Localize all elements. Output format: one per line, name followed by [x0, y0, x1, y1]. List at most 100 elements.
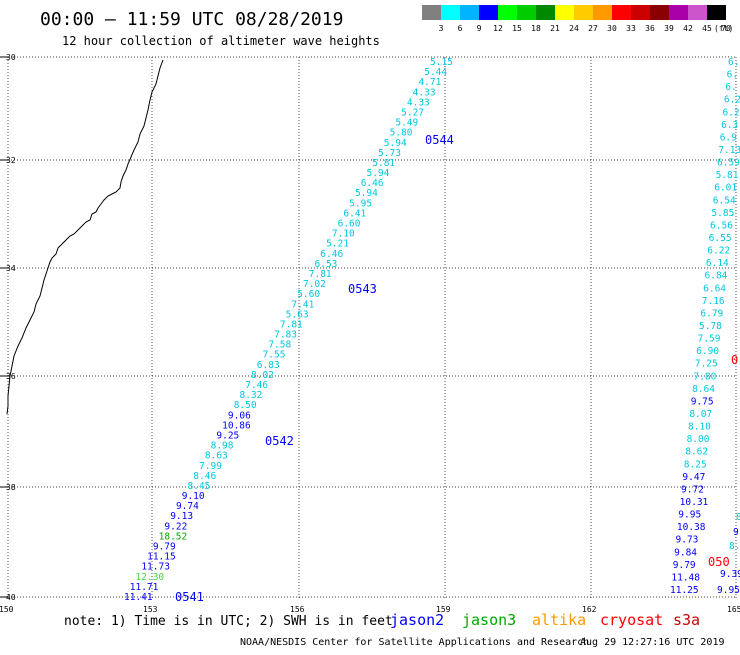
track-value: 5.85: [711, 208, 734, 219]
satellite-name: jason3: [462, 611, 516, 629]
track-value: 4.33: [413, 87, 436, 98]
track-value: 7.81: [309, 269, 332, 280]
track-value: 6.3: [721, 120, 738, 131]
track-value: 11.41: [124, 592, 153, 603]
legend-swatch: [479, 5, 498, 20]
track-value: 5.49: [395, 118, 418, 129]
legend-tick-label: 30: [607, 24, 617, 33]
lat-label: 36: [6, 372, 16, 381]
track-value: 12.30: [136, 572, 165, 583]
legend-swatch: [517, 5, 536, 20]
track-value: 8.00: [687, 434, 710, 445]
track-value: 9.84: [674, 547, 697, 558]
track-value: 6.2: [724, 95, 740, 106]
track-value: 8.64: [692, 384, 715, 395]
lat-label: 32: [6, 156, 16, 165]
satellite-name: altika: [532, 611, 586, 629]
track-value: 6.: [725, 82, 736, 93]
track-value: 10.38: [677, 522, 706, 533]
track-value: 8.10: [688, 422, 711, 433]
footer-note: note: 1) Time is in UTC; 2) SWH is in fe…: [64, 614, 393, 629]
track-value: 6.22: [707, 246, 730, 257]
track-value: 5.81: [372, 158, 395, 169]
legend-tick-label: 27: [588, 24, 598, 33]
satellite-name: s3a: [673, 611, 700, 629]
track-value: 5.60: [297, 289, 320, 300]
legend-tick-label: 21: [550, 24, 560, 33]
track-value: 6.59: [717, 158, 740, 169]
lon-label: 150: [0, 605, 14, 614]
track-value: 7.55: [263, 350, 286, 361]
track-value: 6.56: [710, 220, 733, 231]
track-value: 8.02: [251, 370, 274, 381]
track-value: 7.10: [332, 229, 355, 240]
track-value: 11.15: [147, 552, 176, 563]
track-value: 5.63: [286, 309, 309, 320]
legend-swatch: [650, 5, 669, 20]
track-value: 8.: [729, 541, 740, 552]
legend-swatch: [593, 5, 612, 20]
track-value: 5.27: [401, 107, 424, 118]
satellite-name: cryosat: [600, 611, 663, 629]
track-value: 5.94: [366, 168, 389, 179]
track-value: 5.81: [716, 170, 739, 181]
track-value: 9.95: [678, 510, 701, 521]
track-value: 7.83: [274, 330, 297, 341]
track-value: 9.47: [682, 472, 705, 483]
track-value: 7.99: [199, 461, 222, 472]
track-value: 5.94: [384, 138, 407, 149]
lat-lon-grid: 30 32 34 36 38 40 150 153 156 159 162 165: [0, 53, 740, 614]
lon-label: 156: [290, 605, 305, 614]
track-value: 7.13: [718, 145, 740, 156]
track-value: 8.46: [193, 471, 216, 482]
footer-timestamp: Aug 29 12:27:16 UTC 2019: [580, 637, 725, 648]
pass-time: 0: [731, 353, 738, 367]
track-value: 8.32: [239, 390, 262, 401]
track-value: 6.84: [705, 271, 728, 282]
legend-swatch: [631, 5, 650, 20]
track-value: 9.72: [681, 484, 704, 495]
lat-label: 38: [6, 483, 16, 492]
track-value: 9.73: [676, 535, 699, 546]
track-value: 5.21: [326, 239, 349, 250]
legend-swatch: [688, 5, 707, 20]
track-value: 7.46: [245, 380, 268, 391]
track-value: 18.52: [159, 531, 188, 542]
track-value: 9.25: [216, 430, 239, 441]
legend-swatch: [422, 5, 441, 20]
legend-tick-label: 24: [569, 24, 579, 33]
legend-swatch: [707, 5, 726, 20]
legend-tick-label: 18: [531, 24, 541, 33]
track-value: 11.25: [670, 585, 699, 596]
legend-tick-label: 42: [683, 24, 693, 33]
legend-swatch: [460, 5, 479, 20]
legend-tick-label: 9: [477, 24, 482, 33]
lon-label: 165: [727, 605, 740, 614]
track-value: 7.02: [303, 279, 326, 290]
track-value: 6.: [727, 70, 738, 81]
pass-time-labels: 0544 0543 0542 0541 050 0: [175, 133, 738, 604]
track-value: 11.73: [141, 562, 170, 573]
pass-time: 0543: [348, 282, 377, 296]
track-value: 10.86: [222, 420, 251, 431]
legend-unit: (ft): [714, 24, 733, 33]
track-value: 6.01: [714, 183, 737, 194]
legend-swatch: [555, 5, 574, 20]
legend-tick-label: 15: [512, 24, 522, 33]
track-value: 11.71: [130, 582, 159, 593]
lat-label: 30: [6, 53, 16, 62]
track-value: 9.39: [720, 569, 740, 580]
track-value: 5.95: [349, 198, 372, 209]
track-value: 8.62: [685, 447, 708, 458]
track-value: 7.59: [698, 334, 721, 345]
track-value: 4.33: [407, 97, 430, 108]
track-value: 6.83: [257, 360, 280, 371]
track-value: 9.95: [717, 585, 740, 596]
legend-swatch: [612, 5, 631, 20]
track-value: 11.48: [671, 572, 700, 583]
track-value: 6.90: [696, 346, 719, 357]
track-value: 6.46: [320, 249, 343, 260]
track-value: 6.53: [315, 259, 338, 270]
legend-tick-label: 33: [626, 24, 636, 33]
